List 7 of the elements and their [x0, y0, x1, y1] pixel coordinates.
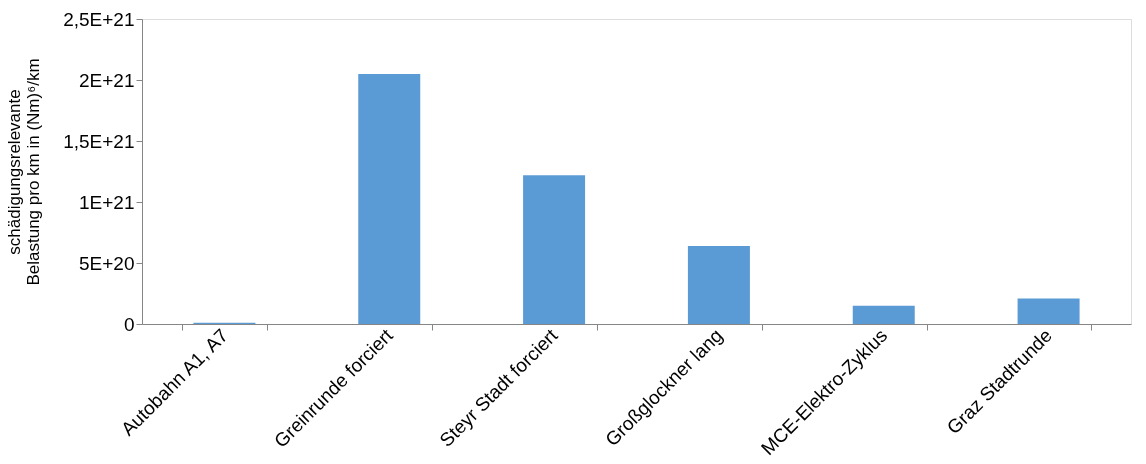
y-tick-label: 2E+21	[79, 69, 135, 91]
y-tick-label: 1E+21	[79, 191, 135, 213]
y-axis-title: schädigungsrelevante Belastung pro km in (Nm)⁶/km	[5, 58, 44, 286]
y-tick-label: 0	[123, 313, 135, 335]
y-tick-label: 5E+20	[79, 252, 135, 274]
y-tick-label: 1,5E+21	[63, 130, 135, 152]
y-tick-label: 2,5E+21	[63, 8, 135, 30]
